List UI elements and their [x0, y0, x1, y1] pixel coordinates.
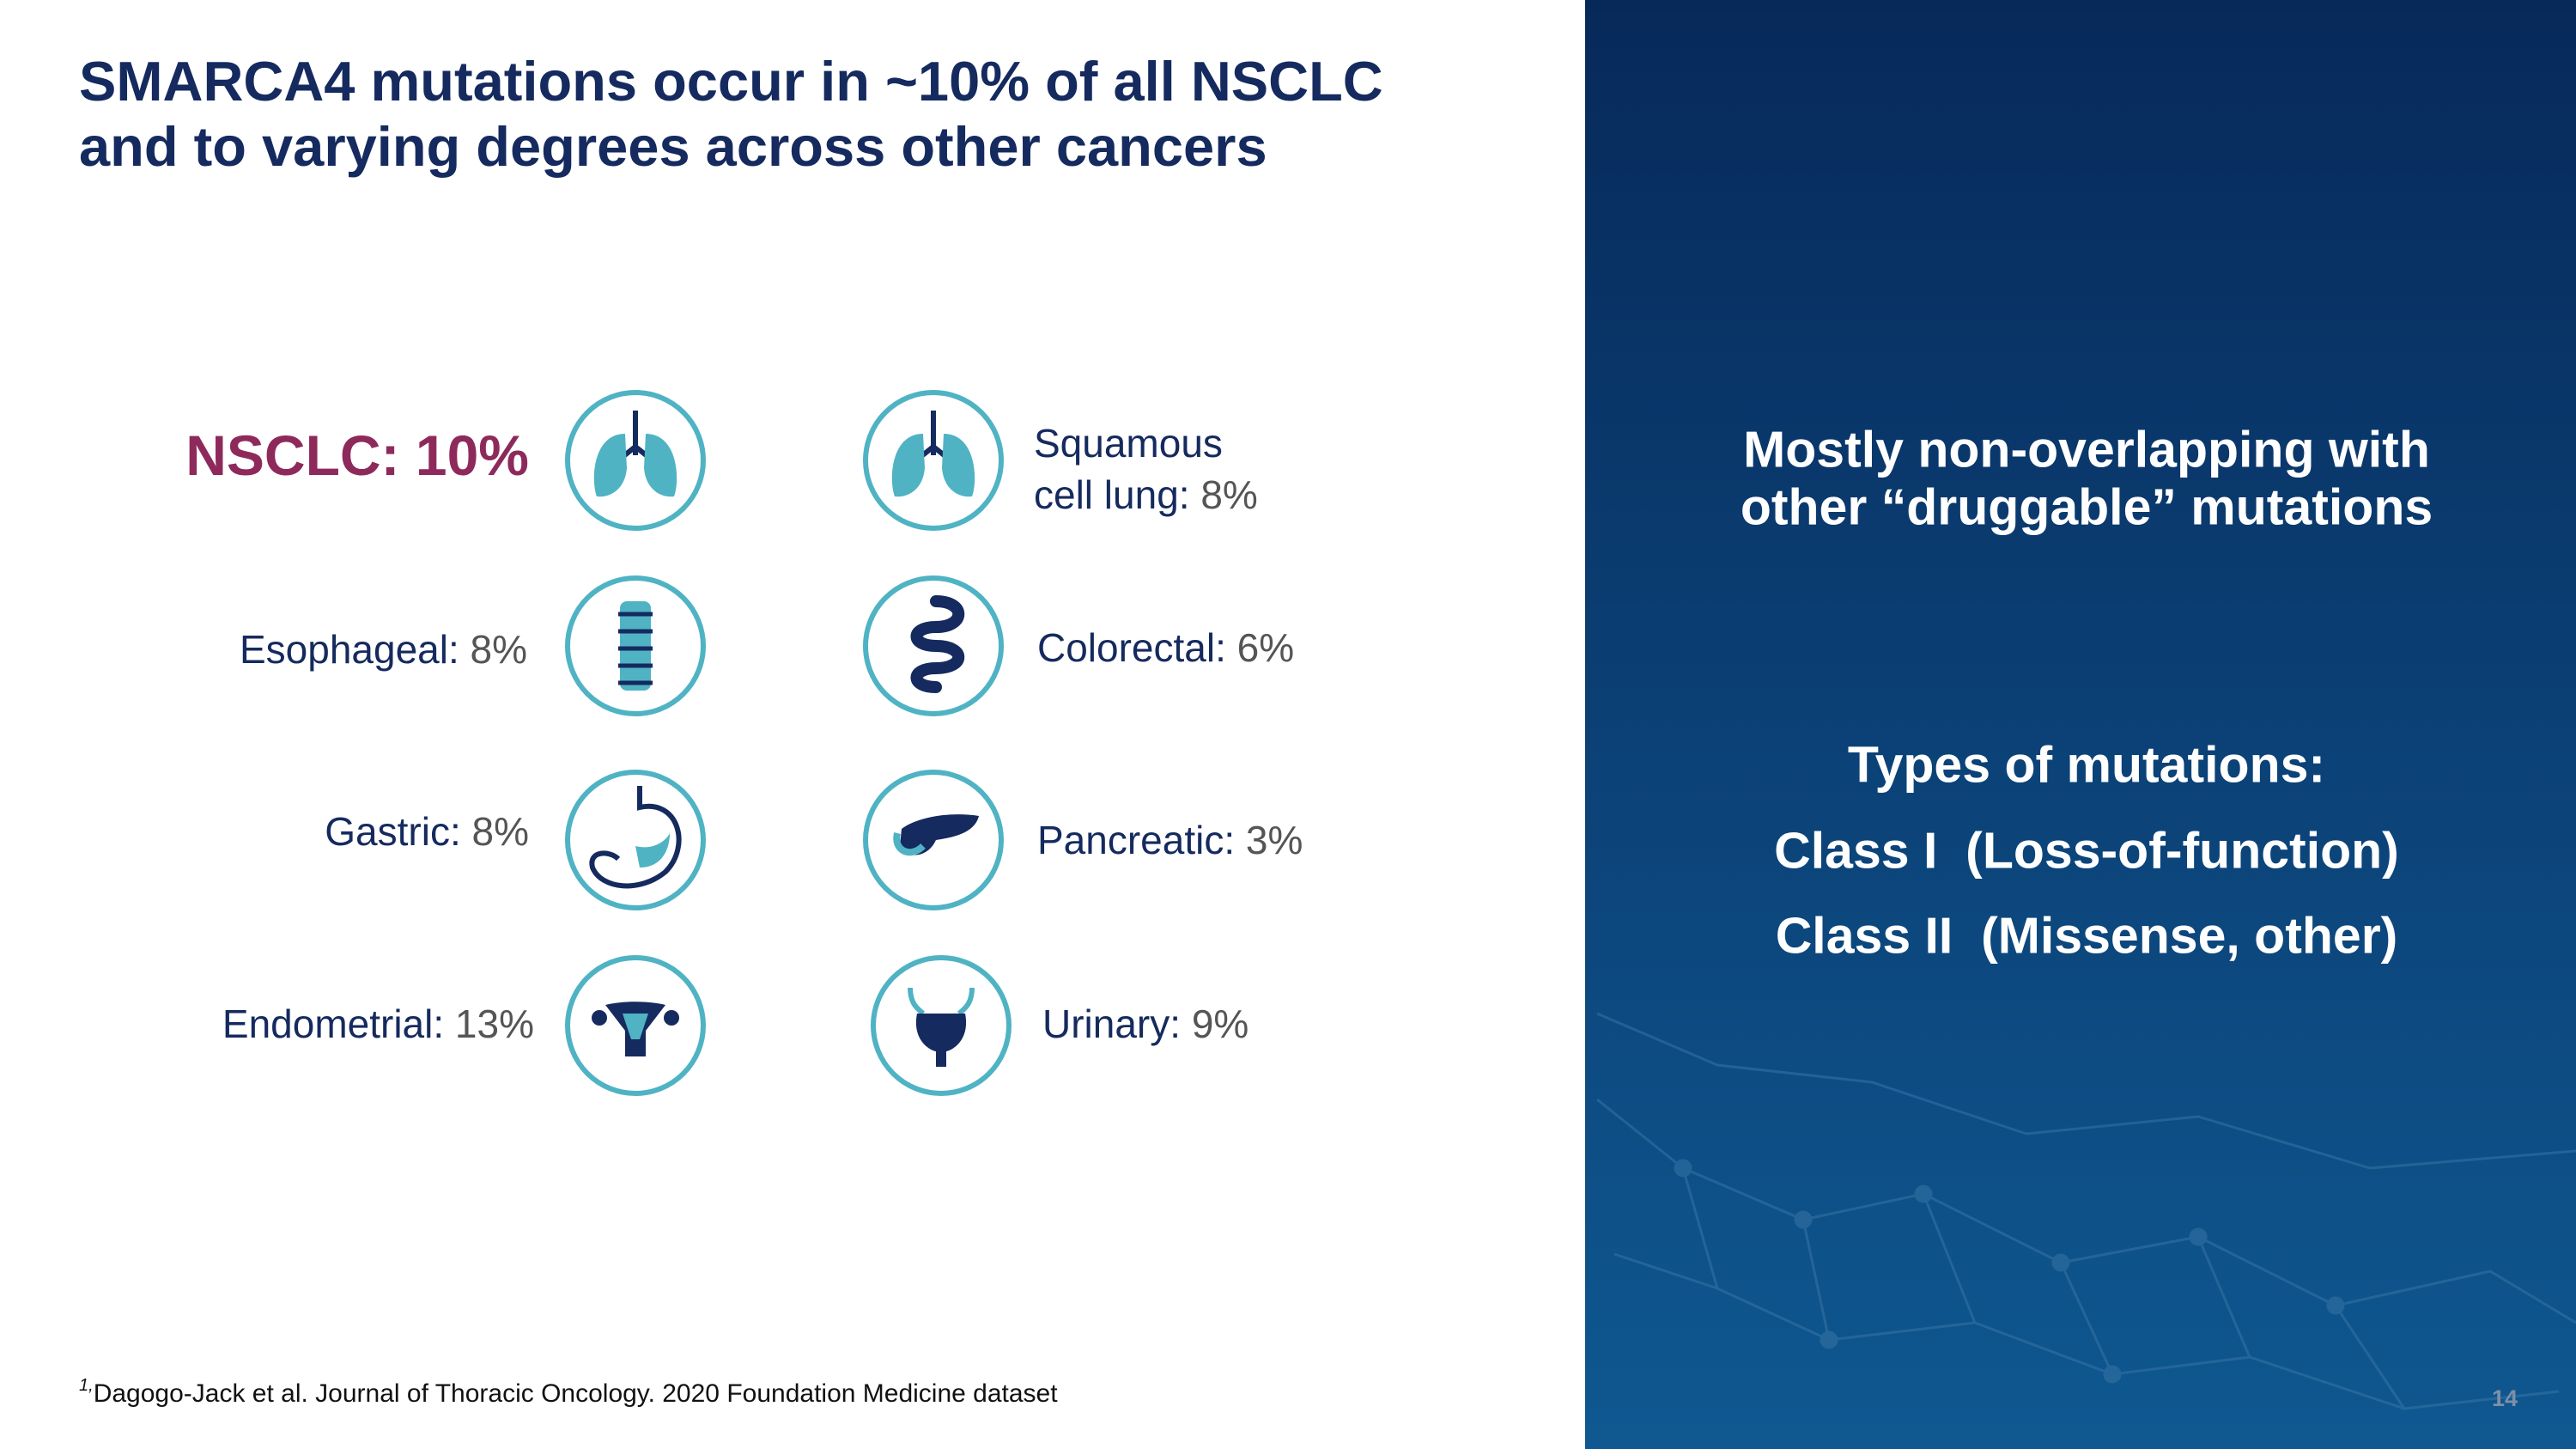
cancer-name: Esophageal: — [240, 627, 459, 672]
cancer-name: Pancreatic: — [1037, 818, 1235, 862]
cancer-value: 9% — [1192, 1002, 1249, 1046]
page-number: 14 — [2492, 1385, 2518, 1411]
highlight-value: 10% — [416, 423, 529, 487]
mutation-type: Class I (Loss-of-function) — [1774, 823, 2399, 880]
cancer-label: Endometrial: 13% — [222, 1002, 534, 1046]
cancer-label: cell lung: 8% — [1034, 472, 1258, 517]
title-line: SMARCA4 mutations occur in ~10% of all N… — [79, 50, 1383, 113]
uterus-icon — [565, 955, 706, 1096]
cancer-value: 6% — [1237, 625, 1294, 670]
cancer-value: 8% — [1200, 472, 1257, 517]
esophagus-icon — [565, 575, 706, 716]
lungs-icon — [565, 390, 706, 531]
side-panel — [1585, 0, 2576, 1449]
mutation-type: Class II (Missense, other) — [1776, 908, 2398, 965]
icons — [565, 390, 1012, 1096]
panel-heading: Mostly non-overlapping with — [1743, 422, 2430, 478]
panel-heading: other “druggable” mutations — [1741, 479, 2433, 536]
cancer-label: Gastric: 8% — [325, 809, 529, 854]
cancer-label: Squamous — [1034, 421, 1223, 466]
network-decoration — [1596, 1012, 2576, 1410]
intestine-icon — [863, 575, 1004, 716]
cancer-label: Pancreatic: 3% — [1037, 818, 1303, 862]
cancer-name: Urinary: — [1042, 1002, 1181, 1046]
cancer-label: Colorectal: 6% — [1037, 625, 1294, 670]
footnote: 1,Dagogo-Jack et al. Journal of Thoracic… — [79, 1376, 1058, 1408]
cancer-value: 13% — [455, 1002, 534, 1046]
cancer-value: 3% — [1246, 818, 1303, 862]
types-title: Types of mutations: — [1848, 737, 2325, 794]
pancreas-icon — [863, 770, 1004, 910]
cancer-value: 8% — [471, 627, 527, 672]
title-line: and to varying degrees across other canc… — [79, 115, 1267, 178]
cancer-label: Urinary: 9% — [1042, 1002, 1249, 1046]
highlight-label: NSCLC: 10% — [185, 423, 529, 487]
stomach-icon — [565, 770, 706, 910]
bladder-icon — [871, 955, 1012, 1096]
highlight-name: NSCLC: — [185, 423, 399, 487]
cancer-name: Endometrial: — [222, 1002, 444, 1046]
cancer-label: Esophageal: 8% — [240, 627, 527, 672]
cancer-name: Gastric: — [325, 809, 460, 854]
lungs-icon — [863, 390, 1004, 531]
cancer-name: Colorectal: — [1037, 625, 1226, 670]
footnote-marker: 1, — [79, 1376, 94, 1395]
footnote-text: Dagogo-Jack et al. Journal of Thoracic O… — [94, 1379, 1059, 1408]
cancer-value: 8% — [472, 809, 529, 854]
cancer-name: cell lung: — [1034, 472, 1190, 517]
